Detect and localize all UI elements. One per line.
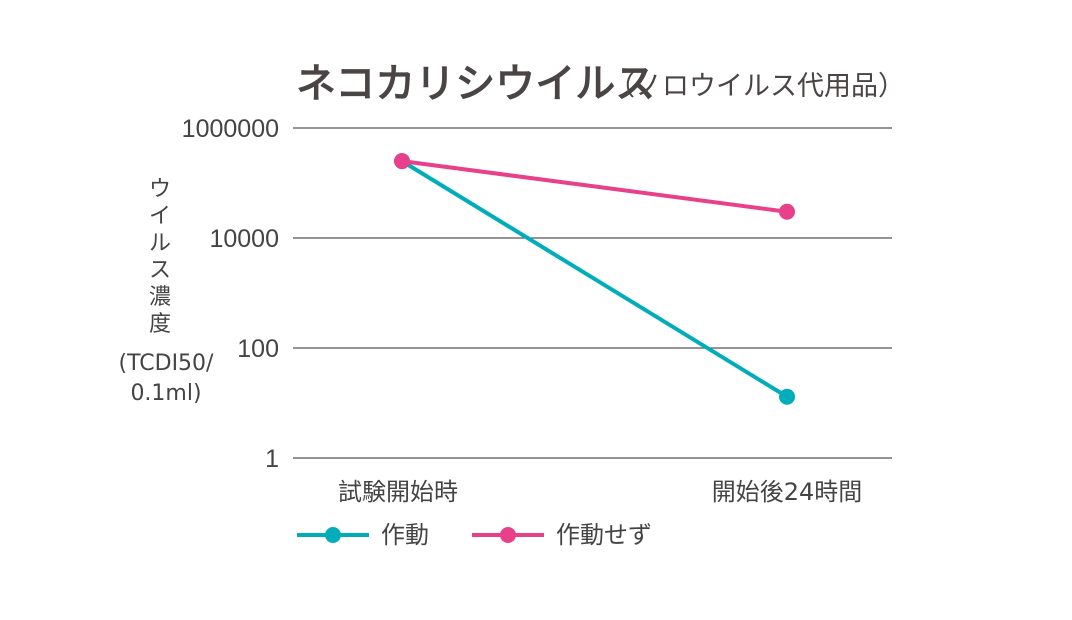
- y-axis-label-line: 度: [149, 312, 171, 337]
- data-point: [394, 153, 410, 170]
- x-tick-labels: 試験開始時 開始後24時間: [338, 478, 862, 506]
- data-point: [779, 203, 795, 220]
- y-axis-label-line: 濃: [149, 285, 171, 310]
- series-line: [400, 159, 789, 399]
- y-tick-label: 10000: [209, 225, 279, 253]
- y-tick-label: 1000000: [182, 115, 279, 143]
- legend-marker: [500, 527, 516, 543]
- y-tick-labels: 1 100 10000 1000000: [182, 115, 279, 473]
- chart-title: ネコカリシウイルス: [296, 61, 655, 107]
- legend-label: 作動せず: [556, 521, 652, 549]
- y-axis-label-line: 0.1ml): [130, 381, 201, 406]
- y-axis-label-line: イ: [149, 204, 171, 229]
- series-line: [401, 159, 788, 214]
- x-tick-label: 試験開始時: [338, 478, 458, 506]
- y-tick-label: 1: [265, 445, 279, 473]
- y-axis-label-line: ス: [149, 258, 171, 283]
- series: [394, 153, 795, 405]
- chart-subtitle: （ノロウイルス代用品）: [608, 71, 905, 102]
- y-axis-label-line: (TCDI50/: [119, 351, 215, 376]
- x-tick-label: 開始後24時間: [712, 478, 863, 506]
- y-tick-label: 100: [237, 335, 279, 363]
- gridlines: [293, 127, 892, 459]
- legend-marker: [325, 527, 341, 543]
- legend-label: 作動: [381, 521, 429, 549]
- data-point: [779, 388, 795, 405]
- y-axis-label-line: ル: [149, 231, 171, 256]
- legend: 作動 作動せず: [297, 521, 652, 549]
- y-axis-label-line: ウ: [149, 177, 171, 202]
